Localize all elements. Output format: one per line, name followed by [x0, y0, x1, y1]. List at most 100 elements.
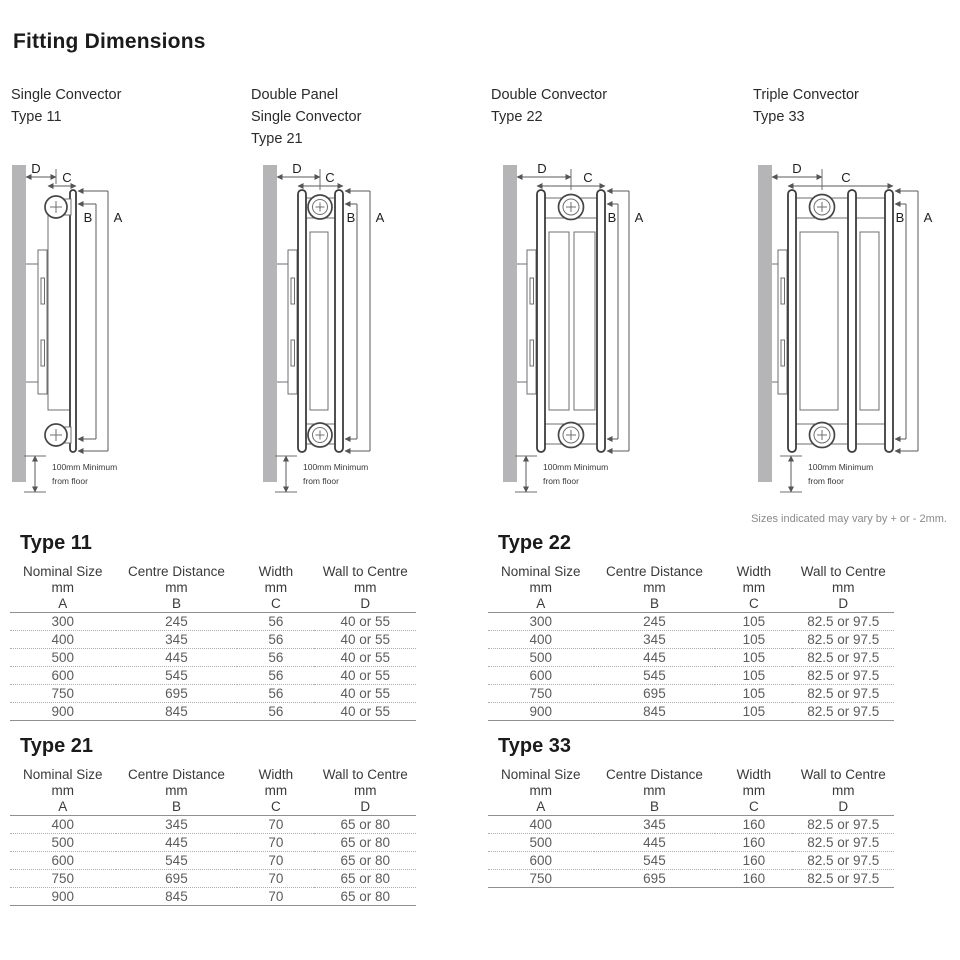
- header-row: mm mm mm mm: [10, 580, 416, 596]
- table-section-type33: Type 33 Nominal Size Centre Distance Width…: [488, 734, 894, 888]
- table-cell: 545: [165, 853, 188, 868]
- product-header-line: Double Panel: [251, 87, 339, 103]
- dimension-label-a: A: [114, 210, 123, 225]
- header-row: mm mm mm mm: [10, 783, 416, 799]
- product-header-line: Type 22: [491, 109, 543, 125]
- dimensions-table-type22: Nominal Size Centre Distance Width Wall to …: [488, 564, 894, 721]
- dimension-label-a: A: [635, 210, 644, 225]
- table-row: 400 345 56 40 or 55: [10, 631, 416, 649]
- table-cell: 500: [529, 650, 553, 665]
- product-header-line: Type 11: [11, 109, 62, 125]
- column-header-letter: B: [171, 596, 181, 611]
- table-cell: 70: [268, 889, 284, 904]
- table-row: 600 545 70 65 or 80: [10, 852, 416, 870]
- radiator-panel-front: [536, 189, 546, 453]
- table-cell: 345: [165, 632, 188, 647]
- table-row: 300 245 56 40 or 55: [10, 613, 416, 631]
- table-cell: 750: [529, 686, 553, 701]
- column-header-label: Nominal Size: [23, 767, 103, 782]
- table-cell: 40 or 55: [340, 668, 390, 683]
- dimension-a-bracket: [894, 188, 919, 454]
- column-header-label: Width: [736, 564, 772, 579]
- table-cell: 65 or 80: [340, 889, 390, 904]
- header-row: A B C D: [488, 596, 894, 613]
- table-cell: 160: [742, 871, 766, 886]
- dimension-label-c: C: [583, 170, 592, 185]
- table-cell: 40 or 55: [340, 686, 390, 701]
- table-cell: 105: [742, 614, 766, 629]
- header-row: A B C D: [10, 596, 416, 613]
- table-cell: 695: [165, 871, 188, 886]
- table-cell: 445: [643, 835, 666, 850]
- dimension-a-bracket: [77, 188, 109, 454]
- table-row: 500 445 56 40 or 55: [10, 649, 416, 667]
- table-cell: 40 or 55: [340, 632, 390, 647]
- panel-connectors: [796, 197, 885, 445]
- wall: [12, 165, 26, 482]
- floor-note-line1: 100mm Minimum: [808, 462, 873, 472]
- product-header-type33: Triple Convector Type 33: [753, 84, 859, 128]
- column-header-letter: D: [360, 799, 371, 814]
- mounting-bracket: [277, 249, 298, 395]
- convector-channel: [573, 231, 596, 411]
- table-cell: 56: [268, 704, 284, 719]
- dimension-label-b: B: [608, 210, 617, 225]
- table-cell: 545: [165, 668, 188, 683]
- table-cell: 845: [643, 704, 666, 719]
- column-header-letter: C: [271, 596, 281, 611]
- dimensions-table-type11: Nominal Size Centre Distance Width Wall to …: [10, 564, 416, 721]
- radiator-panel-rear: [596, 189, 606, 453]
- table-cell: 56: [268, 632, 284, 647]
- dimension-a-bracket: [606, 188, 630, 454]
- table-cell: 65 or 80: [340, 817, 390, 832]
- table-cell: 445: [165, 835, 188, 850]
- column-header-unit: mm: [51, 783, 75, 798]
- floor-note-line1: 100mm Minimum: [52, 462, 117, 472]
- table-cell: 160: [742, 817, 766, 832]
- table-cell: 750: [51, 871, 75, 886]
- table-row: 900 845 56 40 or 55: [10, 703, 416, 721]
- table-cell: 600: [51, 668, 75, 683]
- dimension-label-b: B: [84, 210, 93, 225]
- column-header-letter: C: [749, 799, 759, 814]
- table-row: 750 695 70 65 or 80: [10, 870, 416, 888]
- table-cell: 500: [51, 650, 75, 665]
- table-cell: 65 or 80: [340, 853, 390, 868]
- table-cell: 400: [51, 632, 75, 647]
- floor-clearance-dimension: [780, 455, 802, 493]
- product-header-line: Type 21: [251, 131, 303, 147]
- table-row: 900 845 105 82.5 or 97.5: [488, 703, 894, 721]
- dimension-label-c: C: [62, 170, 71, 185]
- header-row: Nominal Size Centre Distance Width Wall to …: [488, 767, 894, 783]
- floor-note-line1: 100mm Minimum: [543, 462, 608, 472]
- table-cell: 82.5 or 97.5: [807, 853, 880, 868]
- column-header-label: Wall to Centre: [800, 767, 886, 782]
- table-cell: 400: [51, 817, 75, 832]
- table-row: 500 445 70 65 or 80: [10, 834, 416, 852]
- table-cell: 245: [643, 614, 666, 629]
- floor-note-line2: from floor: [808, 476, 844, 486]
- table-cell: 105: [742, 686, 766, 701]
- table-cell: 56: [268, 650, 284, 665]
- convector-channel: [548, 231, 570, 411]
- table-cell: 82.5 or 97.5: [807, 686, 880, 701]
- dimension-label-d: D: [537, 161, 546, 176]
- top-valve-icon: [557, 193, 585, 221]
- dimensions-table-type21: Nominal Size Centre Distance Width Wall to …: [10, 767, 416, 906]
- radiator-panel-middle: [847, 189, 857, 453]
- column-header-letter: D: [360, 596, 371, 611]
- column-header-letter: A: [58, 799, 68, 814]
- column-header-unit: mm: [529, 783, 553, 798]
- table-cell: 40 or 55: [340, 704, 390, 719]
- product-header-line: Triple Convector: [753, 87, 859, 103]
- dimension-label-b: B: [896, 210, 905, 225]
- mounting-bracket: [517, 249, 537, 395]
- header-row: mm mm mm mm: [488, 580, 894, 596]
- top-valve-icon: [307, 194, 333, 220]
- column-header-unit: mm: [165, 783, 188, 798]
- column-header-unit: mm: [742, 783, 766, 798]
- header-row: Nominal Size Centre Distance Width Wall to …: [488, 564, 894, 580]
- table-section-type22: Type 22 Nominal Size Centre Distance Width…: [488, 531, 894, 721]
- table-cell: 445: [165, 650, 188, 665]
- radiator-panel-rear: [334, 189, 344, 453]
